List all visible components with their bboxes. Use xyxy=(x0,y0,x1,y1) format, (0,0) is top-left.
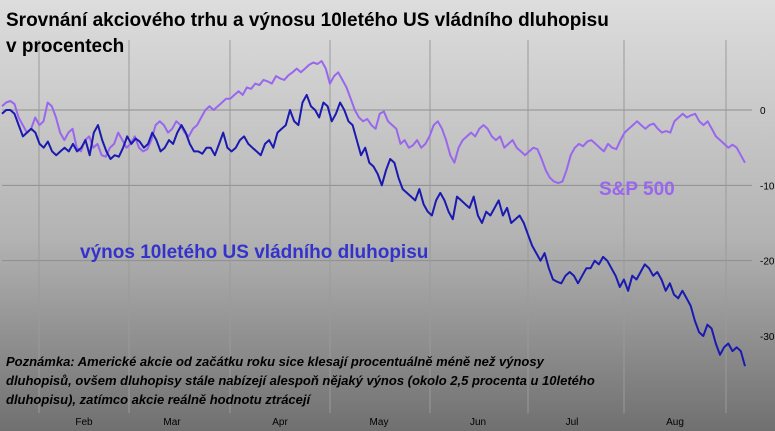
x-tick-label: Aug xyxy=(666,417,684,428)
x-tick-label: Jun xyxy=(470,417,486,428)
x-tick-label: Apr xyxy=(272,417,288,428)
x-tick-label: Mar xyxy=(163,417,181,428)
y-tick-label: 0 xyxy=(760,106,766,117)
chart-title-line-2: v procentech xyxy=(6,36,125,57)
grid xyxy=(2,40,752,413)
y-tick-label: -10 xyxy=(760,181,775,192)
x-tick-label: May xyxy=(370,417,389,428)
series-label-sp500: S&P 500 xyxy=(599,179,675,200)
series-line-sp500 xyxy=(1,60,746,185)
chart-title-line-1: Srovnání akciového trhu a výnosu 10letéh… xyxy=(6,10,609,31)
y-tick-label: -20 xyxy=(760,257,775,268)
x-tick-label: Feb xyxy=(75,417,93,428)
chart-note: Poznámka: Americké akcie od začátku roku… xyxy=(6,354,595,407)
series-lines xyxy=(1,60,746,367)
chart-title: Srovnání akciového trhu a výnosu 10letéh… xyxy=(6,8,746,60)
y-tick-label: -30 xyxy=(760,332,775,343)
series-line-yield xyxy=(1,93,746,367)
x-tick-label: Jul xyxy=(566,417,579,428)
series-label-yield: výnos 10letého US vládního dluhopisu xyxy=(80,242,428,263)
axis-ticks: 0 -10 -20 -30 Feb Mar Apr May Jun Jul Aug xyxy=(75,106,775,428)
